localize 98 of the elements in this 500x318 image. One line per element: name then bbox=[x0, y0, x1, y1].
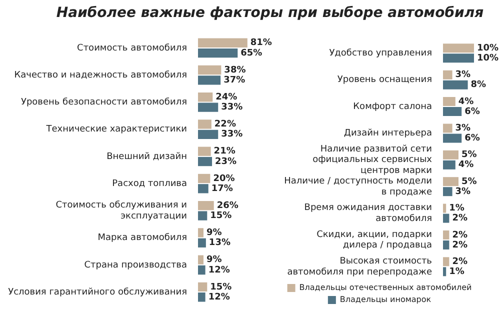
data-label: 12% bbox=[208, 292, 230, 302]
data-label: 2% bbox=[452, 256, 468, 267]
bar bbox=[198, 174, 210, 184]
data-label: 21% bbox=[214, 146, 236, 157]
data-label: 33% bbox=[221, 102, 243, 113]
bar bbox=[198, 211, 208, 220]
data-label: 37% bbox=[224, 76, 246, 86]
data-label: 6% bbox=[464, 106, 480, 117]
bar bbox=[443, 54, 474, 63]
bar bbox=[198, 92, 213, 102]
bar bbox=[443, 97, 456, 106]
data-label: 65% bbox=[240, 48, 262, 58]
bar bbox=[443, 267, 446, 276]
legend-label: Владельцы иномарок bbox=[340, 295, 432, 304]
bar bbox=[443, 240, 450, 250]
y-tick-label: Технические характеристики bbox=[45, 124, 188, 135]
data-label: 13% bbox=[208, 238, 230, 248]
data-label: 22% bbox=[214, 120, 236, 130]
bar bbox=[198, 238, 206, 248]
data-label: 4% bbox=[458, 160, 474, 170]
bar bbox=[198, 228, 204, 238]
bar bbox=[198, 48, 238, 58]
y-tick-label: Стоимость автомобиля bbox=[77, 43, 187, 54]
chart-title: Наиболее важные факторы при выборе автомобиля bbox=[55, 4, 485, 23]
data-label: 2% bbox=[452, 230, 468, 240]
data-label: 4% bbox=[458, 96, 474, 107]
bar bbox=[443, 204, 446, 213]
data-label: 15% bbox=[210, 282, 232, 292]
y-tick-label: Уровень оснащения bbox=[337, 75, 432, 86]
bar bbox=[198, 255, 204, 264]
y-tick-label: Марка автомобиля bbox=[98, 233, 187, 244]
y-tick-label: Наличие / доступность модели в продаже bbox=[284, 176, 432, 198]
data-label: 10% bbox=[477, 53, 499, 64]
y-tick-label: Качество и надежность автомобиля bbox=[14, 70, 187, 80]
data-label: 26% bbox=[216, 200, 238, 211]
data-label: 1% bbox=[449, 267, 464, 278]
data-label: 3% bbox=[455, 186, 471, 197]
bar bbox=[198, 201, 214, 210]
bar bbox=[198, 184, 208, 194]
bar bbox=[198, 38, 248, 48]
bar bbox=[443, 124, 452, 133]
data-label: 24% bbox=[216, 92, 238, 102]
data-label: 20% bbox=[213, 174, 235, 184]
data-label: 9% bbox=[206, 228, 222, 238]
bar bbox=[443, 134, 462, 143]
data-label: 3% bbox=[455, 124, 471, 134]
bar bbox=[198, 146, 211, 156]
data-label: 17% bbox=[211, 184, 233, 194]
bar bbox=[443, 70, 452, 80]
data-label: 3% bbox=[455, 70, 471, 80]
bar bbox=[198, 76, 221, 85]
bar bbox=[198, 130, 218, 139]
data-label: 5% bbox=[462, 176, 477, 187]
bar bbox=[198, 292, 206, 302]
legend-label: Владельцы отечественных автомобилей bbox=[299, 283, 472, 292]
data-label: 1% bbox=[449, 204, 464, 214]
bar bbox=[443, 187, 452, 196]
bar bbox=[198, 120, 212, 129]
data-label: 2% bbox=[452, 214, 468, 224]
y-tick-label: Комфорт салона bbox=[353, 102, 432, 112]
bar bbox=[443, 107, 462, 116]
data-label: 12% bbox=[208, 265, 230, 276]
data-label: 10% bbox=[477, 43, 499, 54]
y-tick-label: Расход топлива bbox=[112, 178, 187, 189]
bar bbox=[198, 265, 206, 275]
data-label: 2% bbox=[452, 240, 468, 250]
data-label: 8% bbox=[470, 80, 486, 90]
y-tick-label: Наличие развитой сети официальных сервисных центров марки bbox=[312, 144, 433, 176]
y-tick-label: Внешний дизайн bbox=[106, 152, 188, 162]
data-label: 6% bbox=[464, 134, 480, 144]
y-tick-label: Дизайн интерьера bbox=[344, 128, 432, 139]
data-label: 15% bbox=[210, 211, 232, 222]
y-tick-label: Страна производства bbox=[84, 260, 187, 270]
data-label: 81% bbox=[250, 38, 272, 48]
bar bbox=[443, 257, 450, 266]
bar bbox=[443, 230, 450, 240]
bar bbox=[198, 282, 208, 292]
data-label: 33% bbox=[221, 130, 243, 140]
data-label: 9% bbox=[206, 255, 222, 266]
y-tick-label: Высокая стоимость автомобиля при перепродаже bbox=[287, 256, 432, 278]
bar bbox=[443, 160, 456, 170]
data-label: 38% bbox=[224, 65, 246, 76]
data-label: 23% bbox=[215, 156, 237, 167]
bar bbox=[443, 150, 458, 160]
y-tick-label: Время ожидания доставки автомобиля bbox=[304, 203, 432, 224]
y-tick-label: Стоимость обслуживания и эксплуатации bbox=[56, 200, 188, 222]
y-tick-label: Удобство управления bbox=[329, 48, 432, 58]
bar bbox=[198, 156, 212, 166]
y-tick-label: Скидки, акции, подарки дилера / продавца bbox=[316, 230, 432, 251]
bar bbox=[198, 65, 222, 75]
data-label: 5% bbox=[462, 150, 477, 160]
bar bbox=[443, 80, 468, 90]
y-tick-label: Условия гарантийного обслуживания bbox=[8, 287, 187, 298]
bar bbox=[443, 177, 458, 186]
bar bbox=[443, 44, 474, 53]
bar bbox=[198, 102, 218, 112]
bar bbox=[443, 214, 450, 223]
y-tick-label: Уровень безопасности автомобиля bbox=[20, 98, 187, 108]
